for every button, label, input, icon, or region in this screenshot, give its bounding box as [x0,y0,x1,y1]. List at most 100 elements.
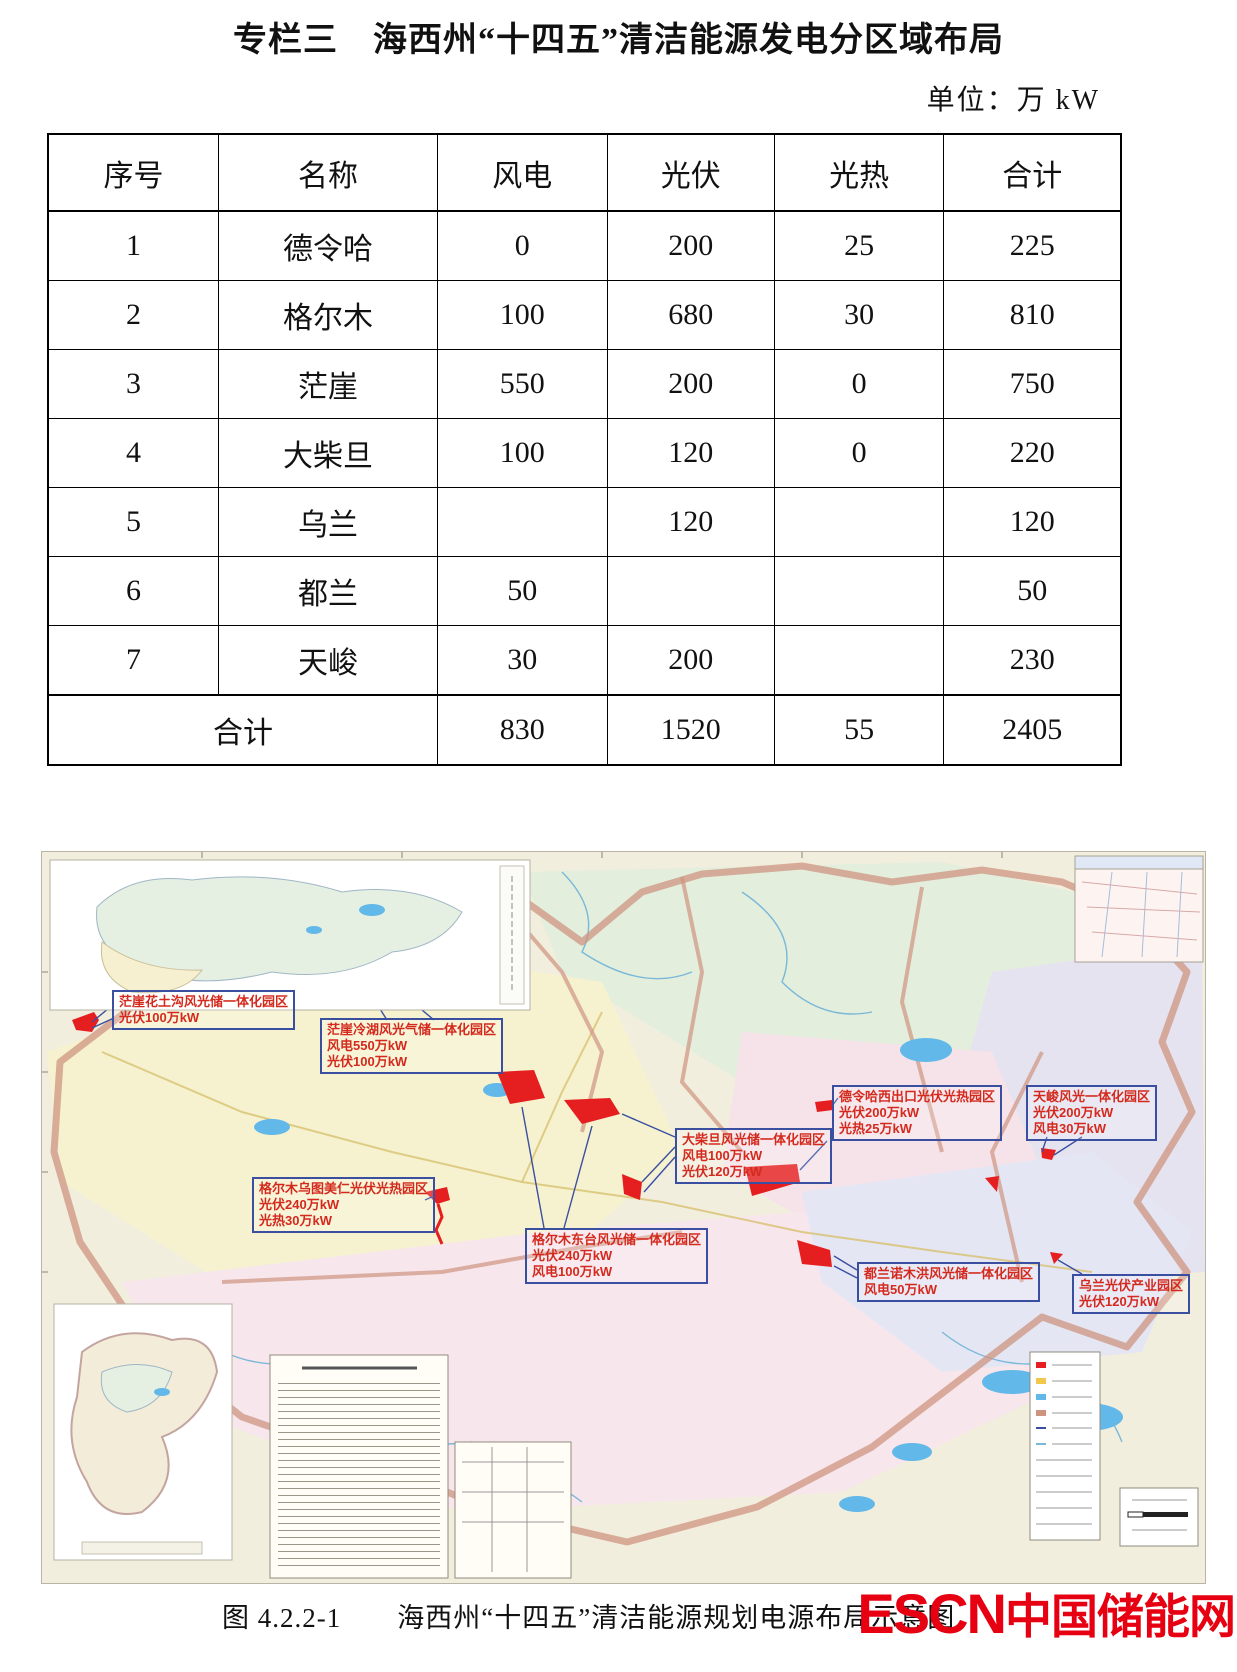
header-pv: 光伏 [606,133,775,212]
pv-cell [606,556,775,626]
seq-cell: 3 [47,349,220,419]
inset-city-map [1074,855,1204,963]
total-cell: 750 [943,349,1122,419]
escn-logo-cn: 中国储能网 [1005,1590,1236,1643]
notes-text-lines [278,1379,440,1569]
figure-caption: 图 4.2.2-1 海西州“十四五”清洁能源规划电源布局示意图 [222,1596,955,1635]
inset-bottom-left-map [53,1303,233,1561]
name-cell: 大柴旦 [218,418,438,488]
label-line: 光伏120万kW [1079,1294,1160,1309]
label-line: 格尔木东台风光储一体化园区 [532,1232,702,1247]
seq-cell: 4 [47,418,220,488]
patch-wutumeiren-tail [434,1203,444,1245]
name-cell: 茫崖 [218,349,438,419]
label-line: 茫崖冷湖风光气储一体化园区 [327,1022,497,1037]
label-tianjun: 天峻风光一体化园区 光伏200万kW 风电30万kW [1026,1085,1158,1141]
lake [839,1496,875,1512]
table-row: 4 大柴旦 100 120 0 220 [47,418,1122,488]
csp-cell: 0 [773,418,945,488]
label-line: 风电550万kW [327,1038,408,1053]
label-line: 大柴旦风光储一体化园区 [682,1132,826,1147]
seq-cell: 7 [47,625,220,696]
csp-cell [773,625,945,696]
total-cell: 225 [943,210,1122,281]
seq-cell: 1 [47,210,220,281]
planning-map: 茫崖花土沟风光储一体化园区 光伏100万kW 茫崖冷湖风光气储一体化园区 风电5… [41,851,1206,1584]
csp-cell: 25 [773,210,945,281]
csp-cell: 0 [773,349,945,419]
escn-logo: ESCN 中国储能网 [857,1578,1236,1647]
patch-dulan [797,1240,832,1267]
label-line: 天峻风光一体化园区 [1033,1089,1151,1104]
inner-boundary [221,1230,683,1284]
seq-cell: 5 [47,487,220,557]
header-total: 合计 [943,133,1122,212]
map-legend [1029,1351,1101,1541]
road-line [101,1051,1093,1273]
river [741,891,873,1015]
csp-cell [773,556,945,626]
wind-cell: 30 [436,625,608,696]
escn-logo-en: ESCN [857,1582,1007,1645]
total-cell: 810 [943,280,1122,350]
label-geermu-dongtai: 格尔木东台风光储一体化园区 光伏240万kW 风电100万kW [525,1228,709,1284]
label-line: 光伏240万kW [259,1197,340,1212]
patch-delingha [815,1100,833,1112]
map-edge-ticks [42,852,1003,1273]
total-label-cell: 合计 [47,694,438,766]
lake [900,1038,952,1062]
label-mangya-huatugou: 茫崖花土沟风光储一体化园区 光伏100万kW [112,990,296,1030]
label-line: 风电100万kW [682,1148,763,1163]
name-cell: 格尔木 [218,280,438,350]
label-line: 光伏100万kW [327,1054,408,1069]
header-seq: 序号 [47,133,220,212]
pv-cell: 120 [606,418,775,488]
inner-boundary [899,886,944,1153]
label-dulan-nuomuhong: 都兰诺木洪风光储一体化园区 风电50万kW [857,1262,1041,1302]
region-mangya [47,942,682,1282]
label-geermu-wutumeiren: 格尔木乌图美仁光伏光热园区 光伏240万kW 光热30万kW [252,1177,436,1233]
capacity-table: 序号 名称 风电 光伏 光热 合计 1 德令哈 0 200 25 225 2 格尔木 100 68… [47,133,1122,766]
label-line: 光热30万kW [259,1213,332,1228]
total-csp-cell: 55 [773,694,945,766]
pv-cell: 200 [606,210,775,281]
label-mangya-lenghu: 茫崖冷湖风光气储一体化园区 风电550万kW 光伏100万kW [320,1018,504,1074]
table-row: 6 都兰 50 50 [47,556,1122,626]
patch-wulan-a [985,1176,999,1192]
map-image [42,852,1205,1583]
total-cell: 220 [943,418,1122,488]
scale-bar-box [1119,1487,1199,1547]
name-cell: 都兰 [218,556,438,626]
label-delingha: 德令哈西出口光伏光热园区 光伏200万kW 光热25万kW [832,1085,1003,1141]
table-header-row: 序号 名称 风电 光伏 光热 合计 [47,133,1122,212]
label-line: 德令哈西出口光伏光热园区 [839,1089,996,1104]
river [561,871,693,980]
label-dachaidan: 大柴旦风光储一体化园区 风电100万kW 光伏120万kW [675,1128,833,1184]
inner-boundary [679,876,744,1154]
wind-cell: 50 [436,556,608,626]
patch-dongtai-b [564,1098,620,1124]
total-cell: 50 [943,556,1122,626]
patch-dongtai-a [497,1070,545,1104]
total-cell: 230 [943,625,1122,696]
patch-huatugou-pv [72,1012,99,1032]
pv-cell: 680 [606,280,775,350]
patch-wulan-b [1050,1252,1063,1264]
patch-tianjun [1041,1148,1056,1160]
table-row: 1 德令哈 0 200 25 225 [47,210,1122,281]
total-wind-cell: 830 [436,694,608,766]
lake [982,1370,1042,1394]
inset-province-map [49,859,531,1011]
seq-cell: 6 [47,556,220,626]
unit-label: 单位：万 kW [926,85,1100,116]
patch-wutumeiren [425,1187,450,1204]
wind-cell: 100 [436,418,608,488]
label-line: 光伏100万kW [119,1010,200,1025]
total-total-cell: 2405 [943,694,1122,766]
label-line: 格尔木乌图美仁光伏光热园区 [259,1181,429,1196]
patch-nuomuhong-strip [745,1164,800,1196]
label-line: 风电100万kW [532,1264,613,1279]
page-title: 专栏三 海西州“十四五”清洁能源发电分区域布局 [233,22,1004,59]
figure-title: 海西州“十四五”清洁能源规划电源布局示意图 [397,1603,956,1633]
inner-boundary [989,1051,1044,1283]
